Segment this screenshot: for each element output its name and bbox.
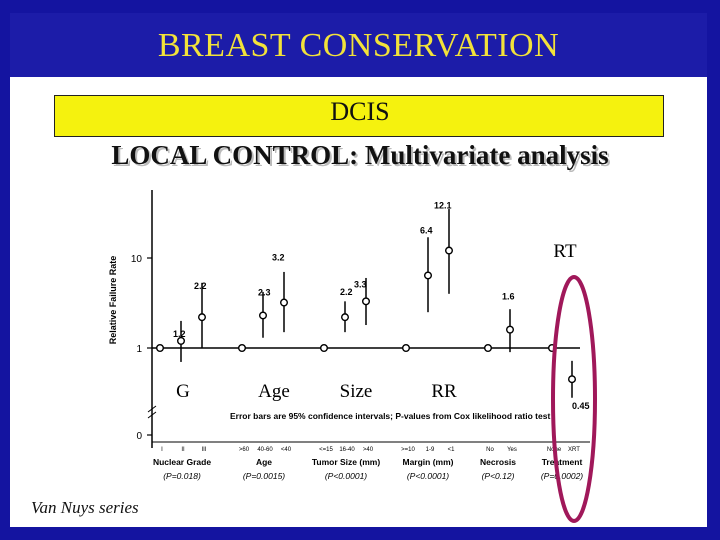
category-label: III [201, 447, 206, 453]
data-point [197, 313, 206, 322]
category-label: <40 [281, 447, 292, 453]
overlay-label: RR [431, 381, 457, 402]
data-point [280, 298, 289, 307]
data-point [362, 297, 371, 306]
y-axis-title: Relative Failure Rate [108, 256, 118, 345]
category-label: >60 [239, 447, 250, 453]
data-point [568, 375, 577, 384]
data-label: 6.4 [420, 225, 433, 235]
group-name: Tumor Size (mm) [312, 457, 380, 467]
data-point [484, 344, 493, 353]
category-label: Yes [507, 447, 517, 453]
overlay-label: G [176, 381, 190, 402]
data-point [176, 336, 185, 345]
data-point [341, 313, 350, 322]
y-tick-label: 0 [136, 431, 142, 442]
overlay-label: Age [258, 381, 290, 402]
group-name: Margin (mm) [403, 457, 454, 467]
category-label: XRT [568, 447, 580, 453]
footer-series-label: Van Nuys series [31, 498, 139, 517]
data-label: 2.2 [340, 287, 353, 297]
category-label: 1-9 [426, 447, 435, 453]
data-label: 3.3 [354, 279, 367, 289]
data-label: 3.2 [272, 253, 285, 263]
data-label: 1.2 [173, 329, 186, 339]
data-label: 0.45 [572, 401, 590, 411]
data-point [237, 344, 246, 353]
category-label: No [486, 447, 494, 453]
data-point [155, 344, 164, 353]
data-point [402, 344, 411, 353]
group-name: Nuclear Grade [153, 457, 211, 467]
data-point [320, 344, 329, 353]
group-p-value: (P<0.12) [482, 471, 515, 481]
axis-break-mark [147, 405, 157, 413]
category-label: <=15 [319, 447, 333, 453]
highlight-label: RT [553, 241, 577, 262]
data-point [424, 271, 433, 280]
group-name: Necrosis [480, 457, 516, 467]
data-point [259, 311, 268, 320]
group-p-value: (P=0.018) [163, 471, 201, 481]
data-label: 2.3 [258, 287, 271, 297]
category-label: 40-60 [257, 447, 273, 453]
data-label: 2.2 [194, 281, 207, 291]
slide-title: BREAST CONSERVATION [157, 27, 560, 64]
subtitle-box [54, 95, 664, 137]
data-label: 1.6 [502, 292, 515, 302]
category-label: I [161, 447, 163, 453]
group-p-value: (P<0.0001) [325, 471, 367, 481]
axis-break-mark [147, 411, 157, 419]
group-p-value: (P=0.0002) [541, 471, 583, 481]
category-label: >=10 [401, 447, 415, 453]
subtitle-line-1: DCIS [330, 97, 390, 126]
y-tick-label: 10 [131, 254, 143, 265]
subtitle-line-2: LOCAL CONTROL: Multivariate analysis [111, 140, 609, 170]
data-label: 12.1 [434, 201, 452, 211]
overlay-label: Size [340, 381, 373, 402]
category-label: >40 [363, 447, 374, 453]
group-name: Treatment [542, 457, 583, 467]
data-point [445, 246, 454, 255]
group-p-value: (P<0.0001) [407, 471, 449, 481]
y-tick-label: 1 [136, 344, 142, 355]
group-name: Age [256, 457, 272, 467]
group-p-value: (P=0.0015) [243, 471, 285, 481]
category-label: <1 [448, 447, 456, 453]
category-label: 16-40 [339, 447, 355, 453]
title-bar: BREAST CONSERVATION [10, 13, 707, 77]
category-label: II [181, 447, 185, 453]
data-point [506, 325, 515, 334]
highlight-oval [551, 275, 597, 523]
chart-caption: Error bars are 95% confidence intervals;… [230, 411, 550, 421]
